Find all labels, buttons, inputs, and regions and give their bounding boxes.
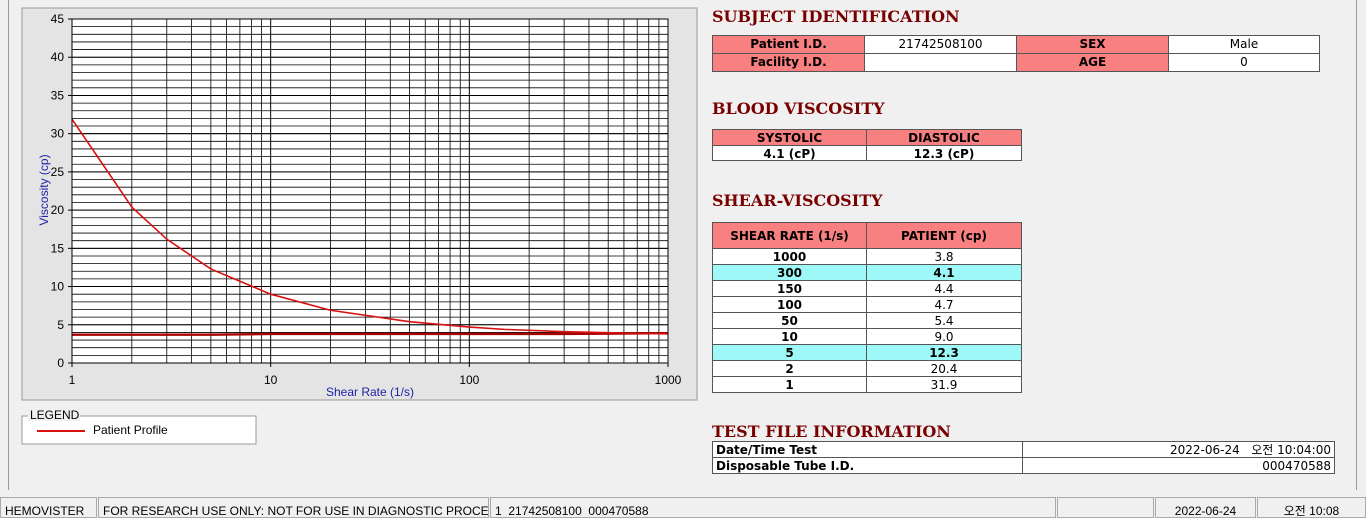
series-line (71, 118, 669, 335)
x-tick-label: 1000 (655, 373, 682, 387)
value-cell: 12.3 (866, 344, 1022, 361)
header-cell: SYSTOLIC (712, 129, 867, 146)
status-field: 1 21742508100 000470588 (490, 497, 1056, 518)
label-cell: Date/Time Test (712, 441, 1023, 458)
header-cell: SHEAR RATE (1/s) (712, 222, 867, 249)
rate-cell: 5 (712, 344, 867, 361)
y-tick-label: 30 (51, 127, 65, 141)
value-cell: 000470588 (1022, 457, 1335, 474)
header-cell: PATIENT (cp) (866, 222, 1022, 249)
value-cell: 9.0 (866, 328, 1022, 345)
rate-cell: 1000 (712, 248, 867, 265)
plot-area (72, 19, 668, 363)
y-tick-label: 5 (57, 318, 64, 332)
x-tick-label: 1 (69, 373, 76, 387)
legend-title: LEGEND (30, 408, 80, 422)
legend-label: Patient Profile (93, 423, 168, 437)
value-cell: 4.4 (866, 280, 1022, 297)
status-field: 2022-06-24 (1155, 497, 1256, 518)
section-title: SUBJECT IDENTIFICATION (712, 7, 960, 26)
x-tick-label: 10 (264, 373, 278, 387)
y-tick-label: 20 (51, 203, 65, 217)
status-field: FOR RESEARCH USE ONLY: NOT FOR USE IN DI… (98, 497, 489, 518)
y-tick-label: 45 (51, 12, 65, 26)
value-cell: 31.9 (866, 376, 1022, 393)
value-cell: 2022-06-24 오전 10:04:00 (1022, 441, 1335, 458)
y-tick-label: 25 (51, 165, 65, 179)
label-cell: Patient I.D. (712, 35, 865, 54)
frame-edge (1356, 0, 1357, 490)
label-cell: AGE (1016, 53, 1169, 72)
value-cell: 4.1 (866, 264, 1022, 281)
status-field (1057, 497, 1154, 518)
value-cell: Male (1168, 35, 1320, 54)
frame-edge (8, 0, 9, 490)
rate-cell: 50 (712, 312, 867, 329)
value-cell: 4.7 (866, 296, 1022, 313)
x-tick-label: 100 (459, 373, 479, 387)
plot-border (71, 18, 669, 364)
value-cell: 5.4 (866, 312, 1022, 329)
y-axis-label: Viscosity (cp) (37, 154, 51, 225)
header-cell: DIASTOLIC (866, 129, 1022, 146)
y-tick-label: 35 (51, 88, 65, 102)
value-cell (864, 53, 1017, 72)
rate-cell: 10 (712, 328, 867, 345)
series-line (72, 331, 669, 336)
status-field: 오전 10:08 (1257, 497, 1366, 518)
value-cell: 4.1 (cP) (712, 145, 867, 161)
value-cell: 3.8 (866, 248, 1022, 265)
label-cell: SEX (1016, 35, 1169, 54)
value-cell: 0 (1168, 53, 1320, 72)
status-field: HEMOVISTER (0, 497, 97, 518)
rate-cell: 300 (712, 264, 867, 281)
value-cell: 21742508100 (864, 35, 1017, 54)
rate-cell: 100 (712, 296, 867, 313)
y-tick-label: 0 (57, 356, 64, 370)
value-cell: 12.3 (cP) (866, 145, 1022, 161)
section-title: TEST FILE INFORMATION (712, 422, 951, 441)
legend-title-bg (28, 409, 80, 421)
rate-cell: 1 (712, 376, 867, 393)
y-tick-label: 15 (51, 241, 65, 255)
chart: Shear Rate (1/s) Viscosity (cp) LEGEND P… (21, 7, 698, 445)
section-title: SHEAR-VISCOSITY (712, 191, 883, 210)
y-tick-label: 40 (51, 50, 65, 64)
rate-cell: 150 (712, 280, 867, 297)
y-tick-label: 10 (51, 280, 65, 294)
value-cell: 20.4 (866, 360, 1022, 377)
rate-cell: 2 (712, 360, 867, 377)
label-cell: Facility I.D. (712, 53, 865, 72)
x-axis-label: Shear Rate (1/s) (326, 385, 414, 399)
label-cell: Disposable Tube I.D. (712, 457, 1023, 474)
section-title: BLOOD VISCOSITY (712, 99, 885, 118)
